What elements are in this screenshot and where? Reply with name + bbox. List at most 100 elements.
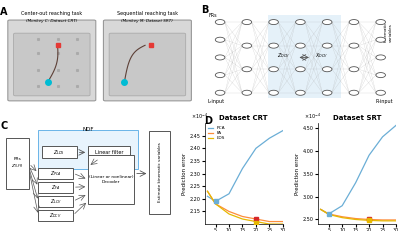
Circle shape	[242, 90, 252, 95]
Bar	[268, 15, 340, 98]
Legend: PCA, FA, LDS: PCA, FA, LDS	[207, 125, 226, 141]
Circle shape	[376, 20, 386, 25]
PCA	[227, 192, 232, 195]
PCA	[353, 181, 358, 184]
FA	[326, 213, 331, 215]
Circle shape	[215, 20, 225, 25]
FA	[367, 218, 372, 221]
Text: NDF: NDF	[82, 127, 94, 132]
Text: R-input: R-input	[376, 99, 393, 104]
Circle shape	[269, 90, 278, 95]
FancyBboxPatch shape	[38, 167, 73, 179]
Circle shape	[322, 67, 332, 72]
Text: D: D	[204, 116, 212, 125]
PCA	[380, 135, 385, 138]
Line: PCA: PCA	[208, 131, 283, 201]
FancyBboxPatch shape	[8, 20, 96, 101]
LDS	[326, 213, 331, 216]
LDS	[380, 219, 385, 222]
FA	[213, 203, 218, 205]
Title: Dataset CRT: Dataset CRT	[220, 115, 268, 121]
Text: $Z_{PCA}$: $Z_{PCA}$	[50, 169, 61, 177]
Title: Dataset SRT: Dataset SRT	[333, 115, 381, 121]
Y-axis label: Prediction error: Prediction error	[295, 152, 300, 195]
Circle shape	[242, 20, 252, 25]
FA	[267, 220, 272, 223]
Circle shape	[376, 90, 386, 95]
Circle shape	[269, 67, 278, 72]
Line: FA: FA	[208, 191, 283, 222]
Circle shape	[296, 20, 305, 25]
Circle shape	[376, 73, 386, 78]
LDS	[267, 223, 272, 225]
PCA	[326, 213, 331, 215]
Text: Sequential reaching task: Sequential reaching task	[117, 12, 178, 16]
Text: $Z_{FA}$: $Z_{FA}$	[51, 183, 60, 192]
Y-axis label: Prediction error: Prediction error	[182, 152, 187, 195]
Circle shape	[215, 73, 225, 78]
Circle shape	[322, 90, 332, 95]
Text: $Z_{LCV}$: $Z_{LCV}$	[50, 197, 62, 206]
Text: (Linear or nonlinear)
Decoder: (Linear or nonlinear) Decoder	[89, 175, 133, 184]
FancyBboxPatch shape	[38, 182, 73, 193]
Line: FA: FA	[321, 209, 396, 220]
Circle shape	[322, 43, 332, 48]
PCA	[280, 129, 285, 132]
Text: B: B	[201, 5, 208, 15]
LDS	[367, 219, 372, 222]
Text: Linear filter: Linear filter	[95, 150, 124, 155]
FA	[318, 208, 323, 211]
Text: $X_{DCV}$: $X_{DCV}$	[315, 51, 328, 60]
Text: FRs: FRs	[208, 12, 217, 18]
Text: ×10$^{-4}$: ×10$^{-4}$	[191, 112, 208, 121]
Text: Kinematic
variables: Kinematic variables	[384, 22, 393, 43]
FancyBboxPatch shape	[14, 33, 90, 96]
Text: FRs
$Z_{0,FR}$: FRs $Z_{0,FR}$	[11, 157, 24, 170]
PCA	[240, 167, 245, 170]
FancyBboxPatch shape	[88, 155, 134, 204]
Circle shape	[215, 37, 225, 42]
LDS	[340, 216, 344, 219]
FancyBboxPatch shape	[38, 196, 73, 207]
FA	[340, 215, 344, 218]
Circle shape	[269, 20, 278, 25]
Text: Estimate kinematic variables: Estimate kinematic variables	[158, 143, 162, 202]
Circle shape	[296, 90, 305, 95]
Circle shape	[349, 90, 359, 95]
PCA	[367, 154, 372, 157]
PCA	[205, 195, 210, 198]
PCA	[340, 204, 344, 207]
LDS	[254, 220, 258, 223]
Circle shape	[242, 43, 252, 48]
Line: PCA: PCA	[321, 125, 396, 214]
PCA	[213, 200, 218, 203]
PCA	[318, 208, 323, 211]
Circle shape	[269, 43, 278, 48]
FancyBboxPatch shape	[88, 146, 130, 158]
FancyBboxPatch shape	[38, 130, 138, 169]
Text: Center-out reaching task: Center-out reaching task	[21, 12, 82, 16]
FancyBboxPatch shape	[38, 210, 73, 221]
PCA	[394, 124, 398, 127]
LDS	[353, 218, 358, 221]
Line: LDS: LDS	[321, 209, 396, 221]
FancyBboxPatch shape	[42, 146, 77, 158]
LDS	[227, 213, 232, 215]
Circle shape	[215, 55, 225, 60]
Circle shape	[349, 20, 359, 25]
LDS	[394, 219, 398, 222]
Text: C: C	[0, 121, 8, 131]
FA	[254, 218, 258, 220]
FancyBboxPatch shape	[6, 138, 29, 189]
Circle shape	[349, 43, 359, 48]
Circle shape	[376, 37, 386, 42]
FA	[205, 190, 210, 193]
LDS	[280, 223, 285, 225]
Circle shape	[296, 67, 305, 72]
LDS	[318, 208, 323, 211]
FancyBboxPatch shape	[109, 33, 186, 96]
Circle shape	[242, 67, 252, 72]
LDS	[240, 218, 245, 220]
FA	[240, 215, 245, 218]
FA	[280, 220, 285, 223]
